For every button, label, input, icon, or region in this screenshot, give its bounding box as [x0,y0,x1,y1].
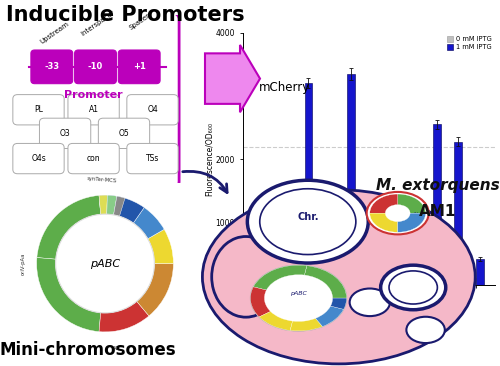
Circle shape [406,317,445,343]
Bar [297,266,304,285]
Bar [446,257,454,285]
Wedge shape [99,195,108,214]
Text: Mini-chromosomes: Mini-chromosomes [0,341,176,359]
Wedge shape [370,194,398,213]
FancyBboxPatch shape [31,50,72,84]
FancyBboxPatch shape [40,118,91,149]
Wedge shape [316,306,344,326]
Bar [348,74,355,285]
Wedge shape [148,229,174,264]
Text: pABC: pABC [90,258,120,269]
FancyBboxPatch shape [68,94,119,125]
Bar [454,142,462,285]
Wedge shape [37,195,100,259]
FancyBboxPatch shape [68,143,119,174]
Wedge shape [398,213,425,232]
FancyBboxPatch shape [127,94,178,125]
Y-axis label: Fluorescence/OD₆₀₀: Fluorescence/OD₆₀₀ [205,122,214,196]
Ellipse shape [202,190,475,364]
Text: pABC: pABC [290,291,307,296]
Bar [433,124,440,285]
FancyBboxPatch shape [127,143,178,174]
Circle shape [250,265,346,331]
Text: -33: -33 [44,62,60,71]
Circle shape [248,180,368,263]
Text: Inducible Promoters: Inducible Promoters [6,5,244,26]
Text: O3: O3 [60,129,70,138]
Text: Spacer: Spacer [128,13,151,31]
Text: synTer-MCS: synTer-MCS [87,176,117,183]
Text: M. extorquens: M. extorquens [376,178,500,193]
Wedge shape [106,195,117,215]
Text: O4s: O4s [31,154,46,163]
Wedge shape [250,287,270,317]
Text: con: con [87,154,101,163]
Text: Upstream: Upstream [38,20,70,45]
Wedge shape [134,208,164,239]
Bar [390,200,398,285]
Bar [382,276,390,285]
Bar [304,83,312,285]
Wedge shape [254,265,307,290]
Bar [340,273,347,285]
Text: Chr.: Chr. [297,212,318,223]
FancyArrow shape [205,45,260,112]
Legend: 0 mM IPTG, 1 mM IPTG: 0 mM IPTG, 1 mM IPTG [446,36,492,50]
Wedge shape [370,213,398,232]
Wedge shape [304,266,346,298]
Text: O5: O5 [118,129,130,138]
Text: +1: +1 [133,62,145,71]
Text: A1: A1 [88,105,99,114]
FancyBboxPatch shape [13,94,64,125]
Wedge shape [36,258,100,332]
Text: Promoter: Promoter [64,90,123,100]
FancyArrowPatch shape [183,171,227,193]
Circle shape [56,214,154,313]
Text: AM1: AM1 [420,203,457,219]
Bar [283,272,291,285]
FancyBboxPatch shape [118,50,160,84]
Text: AR: AR [114,346,120,351]
Bar [318,276,326,285]
Text: ...: ... [414,209,419,213]
Bar [468,278,476,285]
Bar [254,279,262,285]
Circle shape [366,192,428,234]
FancyBboxPatch shape [74,50,116,84]
Wedge shape [99,301,149,332]
FancyBboxPatch shape [13,143,64,174]
Bar [412,260,420,285]
Wedge shape [259,311,292,330]
Wedge shape [290,318,322,331]
Wedge shape [398,194,425,213]
Wedge shape [330,298,346,309]
Text: Interspacer: Interspacer [80,9,116,37]
Bar [404,275,411,285]
FancyBboxPatch shape [98,118,150,149]
Wedge shape [114,196,125,216]
Bar [262,278,270,285]
Circle shape [350,288,390,316]
Bar [276,273,283,285]
FancyBboxPatch shape [8,13,179,188]
Text: PL: PL [34,105,43,114]
Text: oriV-pAa: oriV-pAa [20,252,25,275]
Bar [369,203,376,285]
Wedge shape [136,264,173,316]
Text: TSs: TSs [146,154,159,163]
Wedge shape [99,195,144,223]
Text: O4: O4 [147,105,158,114]
Bar [326,216,334,285]
Text: -10: -10 [88,62,103,71]
Text: mCherry: mCherry [260,81,310,94]
Circle shape [380,265,446,310]
Bar [361,276,369,285]
Bar [426,270,433,285]
Bar [476,259,484,285]
Ellipse shape [212,236,280,317]
